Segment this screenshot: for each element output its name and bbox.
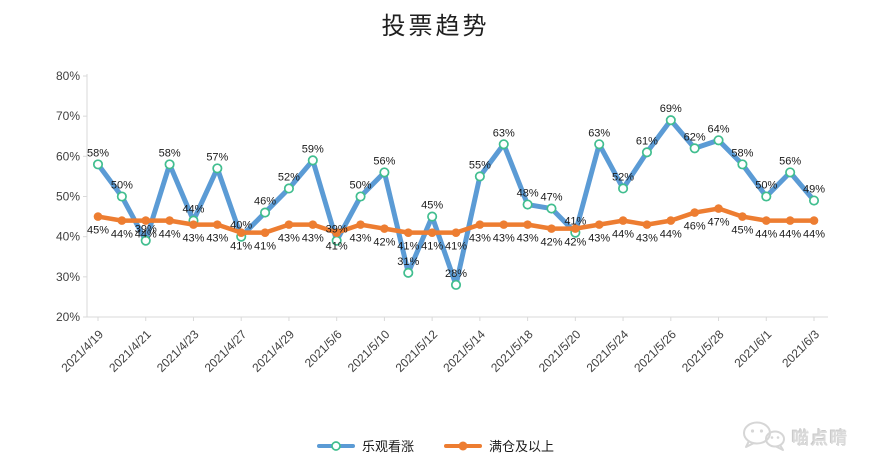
svg-text:2021/4/19: 2021/4/19: [58, 327, 106, 375]
legend-label-bullish: 乐观看涨: [361, 439, 414, 454]
svg-text:50%: 50%: [56, 190, 80, 204]
svg-text:42%: 42%: [564, 237, 586, 249]
svg-text:40%: 40%: [230, 220, 252, 232]
svg-text:44%: 44%: [135, 229, 157, 241]
svg-text:43%: 43%: [636, 233, 658, 245]
svg-text:42%: 42%: [373, 237, 395, 249]
svg-text:58%: 58%: [87, 147, 109, 159]
svg-text:2021/5/20: 2021/5/20: [536, 327, 584, 375]
chart-legend: 乐观看涨 满仓及以上: [0, 436, 871, 455]
svg-text:44%: 44%: [660, 229, 682, 241]
svg-text:56%: 56%: [779, 155, 801, 167]
svg-text:41%: 41%: [564, 216, 586, 228]
line-filled-circle-icon: [444, 441, 482, 450]
svg-text:2021/4/29: 2021/4/29: [249, 327, 297, 375]
svg-text:69%: 69%: [660, 103, 682, 115]
watermark-text: 喵点晴: [792, 428, 849, 448]
svg-text:57%: 57%: [206, 151, 228, 163]
svg-text:60%: 60%: [56, 149, 80, 163]
svg-text:43%: 43%: [588, 233, 610, 245]
svg-text:40%: 40%: [56, 230, 80, 244]
svg-text:2021/5/12: 2021/5/12: [393, 327, 441, 375]
svg-text:2021/5/18: 2021/5/18: [488, 327, 536, 375]
svg-text:2021/4/21: 2021/4/21: [106, 327, 154, 375]
svg-text:80%: 80%: [56, 69, 80, 83]
svg-text:41%: 41%: [397, 241, 419, 253]
svg-text:44%: 44%: [803, 229, 825, 241]
svg-text:43%: 43%: [278, 233, 300, 245]
svg-text:31%: 31%: [397, 256, 419, 268]
svg-text:47%: 47%: [708, 217, 730, 229]
svg-text:41%: 41%: [326, 241, 348, 253]
svg-text:2021/4/23: 2021/4/23: [154, 327, 202, 375]
svg-text:47%: 47%: [540, 192, 562, 204]
svg-text:2021/6/3: 2021/6/3: [779, 327, 822, 370]
svg-text:43%: 43%: [182, 233, 204, 245]
watermark: 喵点晴: [740, 420, 849, 452]
svg-text:43%: 43%: [350, 233, 372, 245]
svg-text:2021/5/10: 2021/5/10: [345, 327, 393, 375]
svg-text:49%: 49%: [803, 184, 825, 196]
svg-text:58%: 58%: [159, 147, 181, 159]
svg-text:2021/6/1: 2021/6/1: [731, 327, 774, 370]
svg-text:46%: 46%: [254, 196, 276, 208]
svg-text:41%: 41%: [254, 241, 276, 253]
line-open-circle-icon: [316, 440, 355, 451]
svg-text:56%: 56%: [373, 155, 395, 167]
svg-text:41%: 41%: [230, 241, 252, 253]
svg-text:28%: 28%: [445, 268, 467, 280]
svg-text:45%: 45%: [87, 225, 109, 237]
svg-text:58%: 58%: [731, 147, 753, 159]
chart-title: 投票趋势: [381, 12, 490, 40]
svg-text:43%: 43%: [469, 233, 491, 245]
svg-text:50%: 50%: [350, 180, 372, 192]
svg-text:44%: 44%: [779, 229, 801, 241]
legend-item-full-position[interactable]: 满仓及以上: [444, 436, 554, 455]
wechat-bubbles-icon: [743, 421, 785, 451]
svg-text:20%: 20%: [56, 310, 80, 324]
svg-text:61%: 61%: [636, 135, 658, 147]
svg-text:63%: 63%: [588, 127, 610, 139]
svg-text:70%: 70%: [56, 109, 80, 123]
svg-text:39%: 39%: [326, 224, 348, 236]
svg-text:44%: 44%: [755, 229, 777, 241]
svg-text:46%: 46%: [684, 221, 706, 233]
svg-text:44%: 44%: [111, 229, 133, 241]
svg-text:43%: 43%: [206, 233, 228, 245]
svg-text:55%: 55%: [469, 159, 491, 171]
svg-text:2021/5/24: 2021/5/24: [584, 327, 632, 375]
svg-text:41%: 41%: [421, 241, 443, 253]
svg-text:63%: 63%: [493, 127, 515, 139]
svg-text:2021/5/6: 2021/5/6: [302, 327, 345, 370]
svg-text:2021/5/14: 2021/5/14: [440, 327, 488, 375]
legend-item-bullish[interactable]: 乐观看涨: [316, 436, 414, 455]
svg-text:59%: 59%: [302, 143, 324, 155]
svg-text:39%: 39%: [135, 224, 157, 236]
svg-text:43%: 43%: [517, 233, 539, 245]
svg-text:43%: 43%: [302, 233, 324, 245]
svg-text:30%: 30%: [56, 270, 80, 284]
svg-text:45%: 45%: [421, 200, 443, 212]
svg-text:52%: 52%: [612, 171, 634, 183]
svg-text:64%: 64%: [708, 123, 730, 135]
svg-text:50%: 50%: [755, 180, 777, 192]
svg-text:44%: 44%: [612, 229, 634, 241]
svg-text:44%: 44%: [159, 229, 181, 241]
svg-text:2021/5/26: 2021/5/26: [631, 327, 679, 375]
svg-text:2021/4/27: 2021/4/27: [202, 327, 250, 375]
svg-text:44%: 44%: [182, 204, 204, 216]
svg-text:62%: 62%: [684, 131, 706, 143]
svg-text:42%: 42%: [540, 237, 562, 249]
svg-text:41%: 41%: [445, 241, 467, 253]
svg-text:50%: 50%: [111, 180, 133, 192]
svg-text:48%: 48%: [517, 188, 539, 200]
svg-text:52%: 52%: [278, 171, 300, 183]
svg-text:2021/5/28: 2021/5/28: [679, 327, 727, 375]
svg-text:43%: 43%: [493, 233, 515, 245]
svg-text:45%: 45%: [731, 225, 753, 237]
legend-label-full-position: 满仓及以上: [489, 439, 555, 454]
